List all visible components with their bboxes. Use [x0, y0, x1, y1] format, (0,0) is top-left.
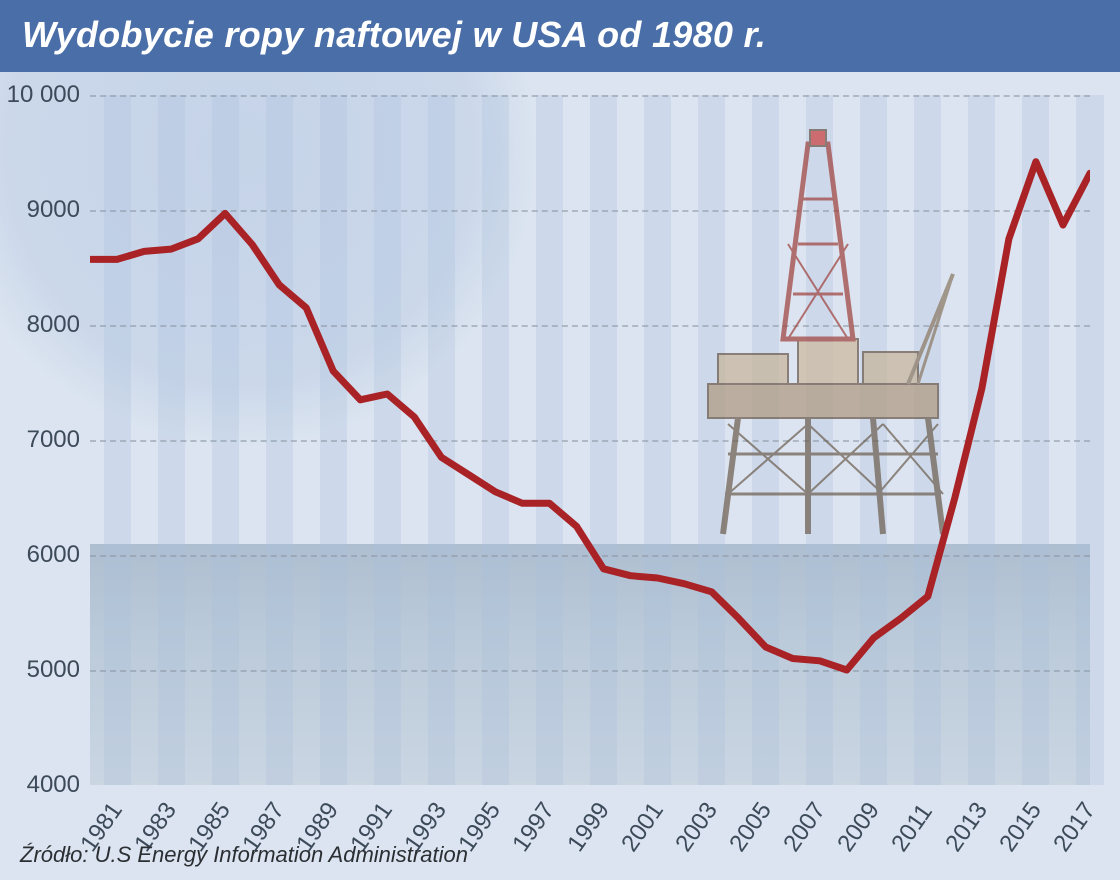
- x-axis-label: 2011: [886, 799, 939, 857]
- y-axis-label: 6000: [27, 541, 80, 569]
- y-axis-label: 4000: [27, 771, 80, 799]
- x-axis-label: 1999: [562, 797, 616, 857]
- x-axis-label: 2013: [940, 797, 994, 857]
- plot-area: 40005000600070008000900010 0001981198319…: [90, 95, 1090, 785]
- x-axis-label: 2015: [994, 797, 1048, 857]
- x-axis-label: 1997: [508, 797, 562, 857]
- y-axis-label: 8000: [27, 311, 80, 339]
- line-series: [90, 95, 1090, 785]
- x-axis-label: 2005: [724, 797, 778, 857]
- x-axis-label: 2001: [616, 797, 670, 857]
- chart-title: Wydobycie ropy naftowej w USA od 1980 r.: [0, 0, 1120, 72]
- x-axis-label: 2009: [832, 797, 886, 857]
- y-axis-label: 9000: [27, 196, 80, 224]
- chart-source: Źródło: U.S Energy Information Administr…: [20, 842, 468, 868]
- x-axis-label: 2017: [1048, 797, 1102, 857]
- y-axis-label: 5000: [27, 656, 80, 684]
- x-axis-label: 2007: [778, 797, 832, 857]
- y-axis-label: 10 000: [7, 81, 80, 109]
- y-axis-label: 7000: [27, 426, 80, 454]
- x-axis-label: 2003: [670, 797, 724, 857]
